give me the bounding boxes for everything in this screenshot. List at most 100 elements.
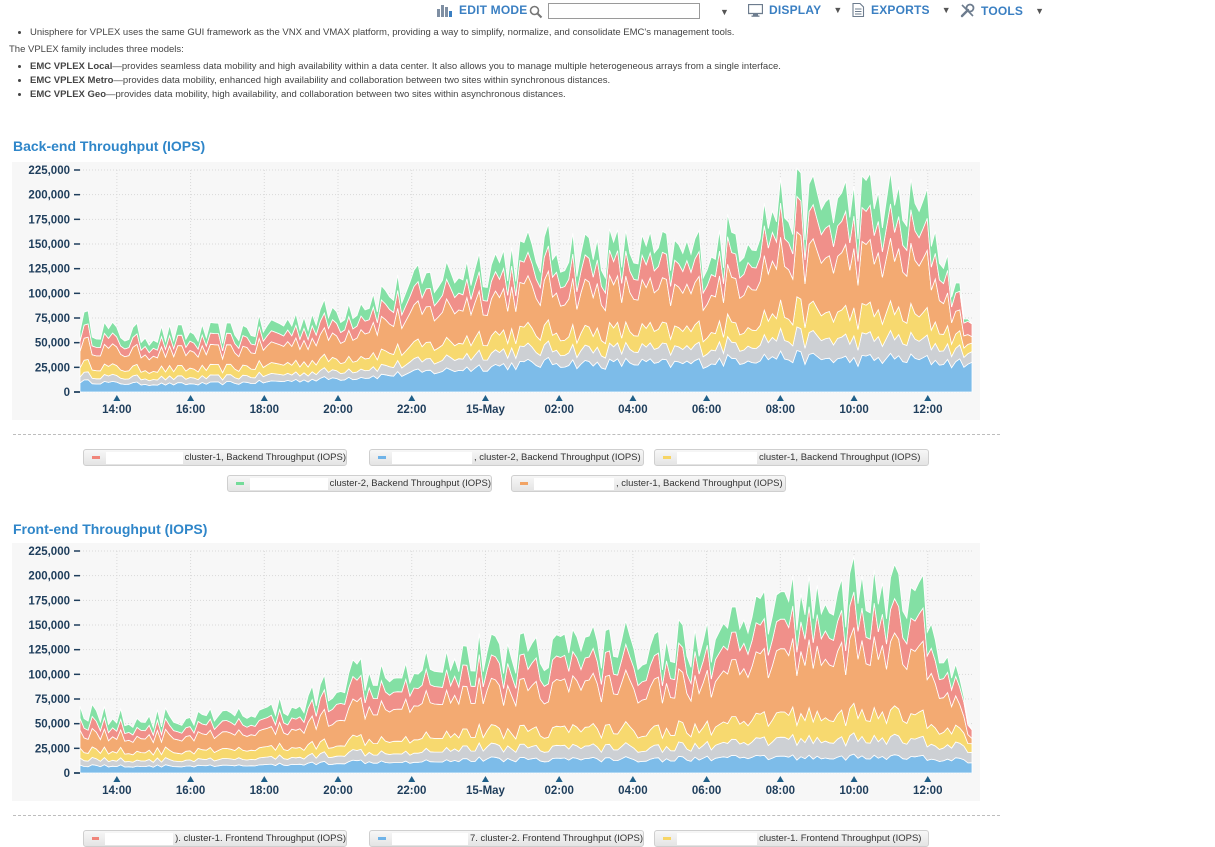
x-tick-marker [776, 776, 784, 782]
legend-divider [13, 815, 1000, 816]
legend-swatch [520, 482, 528, 485]
x-tick-marker [850, 395, 858, 401]
x-tick-label: 02:00 [544, 404, 573, 416]
search-input[interactable] [548, 3, 700, 19]
x-tick-marker [334, 395, 342, 401]
wrench-icon [960, 3, 975, 18]
legend-label: cluster-1, Backend Throughput (IOPS) [759, 452, 921, 463]
exports-menu-button[interactable]: EXPORTS ▼ [852, 3, 951, 17]
backend-chart-title: Back-end Throughput (IOPS) [13, 138, 206, 154]
y-tick-label: 200,000 [28, 190, 70, 202]
monitor-icon [748, 3, 763, 17]
y-tick-label: 50,000 [35, 719, 70, 731]
chevron-down-icon: ▼ [1035, 5, 1045, 16]
y-tick-label: 125,000 [28, 645, 70, 657]
y-tick-label: 100,000 [28, 669, 70, 681]
edit-mode-label: EDIT MODE [459, 3, 528, 17]
y-tick-label: 50,000 [35, 338, 70, 350]
legend-swatch [92, 837, 99, 840]
exports-label: EXPORTS [871, 3, 930, 17]
legend-redacted-name [677, 832, 757, 845]
y-tick-label: 150,000 [28, 239, 70, 251]
legend-label: cluster-1, Backend Throughput (IOPS) [184, 452, 346, 463]
y-tick-label: 175,000 [28, 595, 70, 607]
legend-swatch [378, 456, 386, 459]
legend-label: cluster-2, Backend Throughput (IOPS) [329, 478, 491, 489]
y-tick-label: 225,000 [28, 165, 70, 177]
display-label: DISPLAY [769, 3, 822, 17]
legend-item-4[interactable]: cluster-2, Backend Throughput (IOPS) [227, 475, 492, 492]
backend-throughput-chart[interactable]: 0 25,000 50,000 75,000 100,000 125,000 150,000… [0, 162, 990, 422]
x-tick-label: 10:00 [839, 404, 868, 416]
x-tick-marker [113, 776, 121, 782]
legend-item-5[interactable]: , cluster-1, Backend Throughput (IOPS) [511, 475, 786, 492]
y-tick-label: 225,000 [28, 546, 70, 558]
x-tick-marker [850, 776, 858, 782]
model-item-local: EMC VPLEX Local—provides seamless data m… [30, 60, 1000, 74]
x-tick-label: 22:00 [397, 404, 426, 416]
x-tick-label: 10:00 [839, 785, 868, 797]
x-tick-label: 16:00 [176, 404, 205, 416]
x-tick-label: 06:00 [692, 785, 721, 797]
legend-swatch [663, 837, 671, 840]
y-tick-label: 25,000 [35, 743, 70, 755]
y-tick-label: 0 [64, 387, 70, 399]
x-tick-label: 08:00 [766, 785, 795, 797]
display-menu-button[interactable]: DISPLAY ▼ [748, 3, 842, 17]
chevron-down-icon: ▼ [941, 5, 951, 15]
edit-mode-button[interactable]: EDIT MODE [437, 3, 527, 17]
legend-swatch [378, 837, 386, 840]
x-tick-marker [481, 776, 489, 782]
frontend-chart-title: Front-end Throughput (IOPS) [13, 521, 208, 537]
legend-swatch [236, 482, 244, 485]
x-tick-marker [776, 395, 784, 401]
legend-item-1[interactable]: cluster-1, Backend Throughput (IOPS) [83, 449, 347, 466]
y-tick-label: 0 [64, 768, 70, 780]
x-tick-marker [703, 776, 711, 782]
intro-text: Unisphere for VPLEX uses the same GUI fr… [0, 26, 1000, 102]
x-tick-label: 06:00 [692, 404, 721, 416]
legend-item-3[interactable]: cluster-1. Frontend Throughput (IOPS) [654, 830, 929, 847]
x-tick-marker [113, 395, 121, 401]
legend-item-1[interactable]: ). cluster-1. Frontend Throughput (IOPS) [83, 830, 347, 847]
x-tick-label: 02:00 [544, 785, 573, 797]
x-tick-marker [629, 776, 637, 782]
legend-item-2[interactable]: 7. cluster-2. Frontend Throughput (IOPS) [369, 830, 644, 847]
x-tick-label: 18:00 [250, 785, 279, 797]
area-series-6 [79, 556, 973, 737]
y-tick-label: 100,000 [28, 288, 70, 300]
frontend-throughput-chart[interactable]: 0 25,000 50,000 75,000 100,000 125,000 150,000… [0, 543, 990, 803]
x-tick-label: 08:00 [766, 404, 795, 416]
x-tick-marker [555, 395, 563, 401]
legend-redacted-name [249, 477, 328, 490]
legend-label: , cluster-2, Backend Throughput (IOPS) [474, 452, 641, 463]
y-tick-label: 150,000 [28, 620, 70, 632]
x-tick-label: 14:00 [102, 785, 131, 797]
legend-swatch [663, 456, 671, 459]
x-tick-marker [924, 395, 932, 401]
x-tick-label: 18:00 [250, 404, 279, 416]
chart-bars-icon [437, 5, 452, 17]
y-tick-label: 125,000 [28, 264, 70, 276]
x-tick-marker [187, 776, 195, 782]
x-tick-label: 20:00 [323, 404, 352, 416]
x-tick-label: 12:00 [913, 404, 942, 416]
chevron-down-icon: ▼ [833, 5, 843, 15]
x-tick-label: 15-May [466, 785, 506, 797]
x-tick-marker [703, 395, 711, 401]
legend-item-3[interactable]: cluster-1, Backend Throughput (IOPS) [654, 449, 929, 466]
y-tick-label: 175,000 [28, 214, 70, 226]
legend-label: cluster-1. Frontend Throughput (IOPS) [759, 833, 922, 844]
x-tick-marker [408, 776, 416, 782]
tools-label: TOOLS [981, 3, 1024, 18]
legend-divider [13, 434, 1000, 435]
search-dropdown-icon[interactable]: ▼ [720, 7, 729, 17]
tools-menu-button[interactable]: TOOLS ▼ [960, 3, 1044, 18]
legend-label: 7. cluster-2. Frontend Throughput (IOPS) [469, 833, 643, 844]
x-tick-marker [629, 395, 637, 401]
y-tick-label: 25,000 [35, 362, 70, 374]
document-export-icon [852, 3, 865, 17]
x-tick-marker [408, 395, 416, 401]
legend-item-2[interactable]: , cluster-2, Backend Throughput (IOPS) [369, 449, 644, 466]
x-tick-label: 14:00 [102, 404, 131, 416]
